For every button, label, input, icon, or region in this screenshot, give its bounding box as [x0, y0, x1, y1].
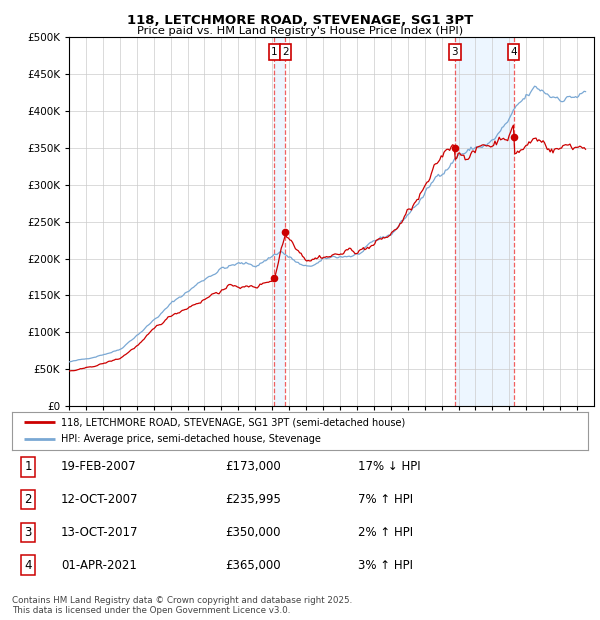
- Text: 12-OCT-2007: 12-OCT-2007: [61, 493, 139, 506]
- Text: HPI: Average price, semi-detached house, Stevenage: HPI: Average price, semi-detached house,…: [61, 435, 321, 445]
- Text: 17% ↓ HPI: 17% ↓ HPI: [358, 461, 420, 473]
- Text: 13-OCT-2017: 13-OCT-2017: [61, 526, 139, 539]
- Text: 4: 4: [25, 559, 32, 572]
- Text: £173,000: £173,000: [225, 461, 281, 473]
- Text: Contains HM Land Registry data © Crown copyright and database right 2025.
This d: Contains HM Land Registry data © Crown c…: [12, 596, 352, 615]
- Text: 3% ↑ HPI: 3% ↑ HPI: [358, 559, 413, 572]
- Text: 7% ↑ HPI: 7% ↑ HPI: [358, 493, 413, 506]
- Text: 3: 3: [451, 47, 458, 57]
- Text: Price paid vs. HM Land Registry's House Price Index (HPI): Price paid vs. HM Land Registry's House …: [137, 26, 463, 36]
- Bar: [274, 37, 286, 406]
- Text: 4: 4: [510, 47, 517, 57]
- Text: £350,000: £350,000: [225, 526, 281, 539]
- Text: 01-APR-2021: 01-APR-2021: [61, 559, 137, 572]
- Text: £365,000: £365,000: [225, 559, 281, 572]
- Text: 2: 2: [25, 493, 32, 506]
- Text: 1: 1: [25, 461, 32, 473]
- Bar: [455, 37, 514, 406]
- Text: £235,995: £235,995: [225, 493, 281, 506]
- Text: 2: 2: [282, 47, 289, 57]
- Text: 1: 1: [271, 47, 278, 57]
- Text: 3: 3: [25, 526, 32, 539]
- Text: 118, LETCHMORE ROAD, STEVENAGE, SG1 3PT: 118, LETCHMORE ROAD, STEVENAGE, SG1 3PT: [127, 14, 473, 27]
- Text: 2% ↑ HPI: 2% ↑ HPI: [358, 526, 413, 539]
- Text: 118, LETCHMORE ROAD, STEVENAGE, SG1 3PT (semi-detached house): 118, LETCHMORE ROAD, STEVENAGE, SG1 3PT …: [61, 417, 405, 427]
- Text: 19-FEB-2007: 19-FEB-2007: [61, 461, 137, 473]
